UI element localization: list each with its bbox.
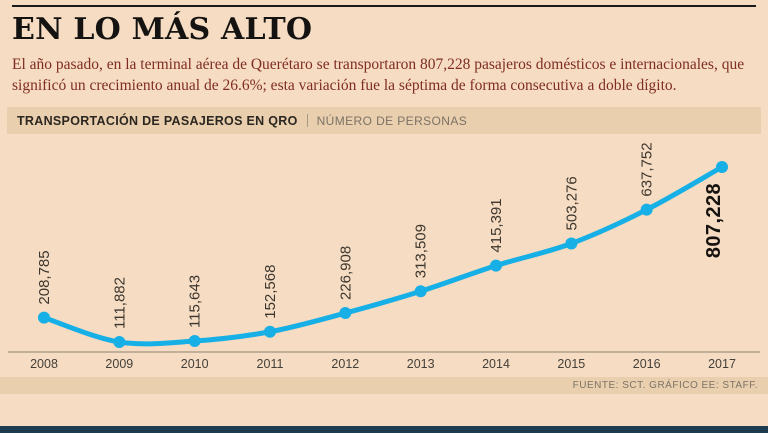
year-label: 2010 (181, 357, 209, 371)
trend-line (41, 164, 725, 347)
year-label: 2015 (557, 357, 585, 371)
data-point (490, 259, 502, 272)
data-point (640, 203, 653, 216)
intro-text: El año pasado, en la terminal aérea de Q… (12, 56, 745, 94)
value-label: 807,228 (703, 183, 725, 258)
value-label: 115,643 (187, 275, 204, 328)
data-point (38, 311, 50, 324)
top-rule-divider (12, 5, 756, 7)
year-label: 2008 (30, 357, 58, 371)
source-credit: FUENTE: SCT. GRÁFICO EE: STAFF. (572, 380, 758, 391)
data-point (188, 335, 201, 348)
year-label: 2016 (633, 357, 661, 371)
passenger-line-chart: 208,785 111,882 115,643 152,568 226,908 313,5… (0, 137, 768, 375)
year-label: 2014 (482, 357, 510, 371)
value-label: 503,276 (563, 176, 580, 230)
value-label: 226,908 (337, 246, 354, 300)
value-label: 637,752 (639, 142, 656, 196)
data-point (264, 325, 276, 338)
data-point (414, 285, 427, 298)
chart-canvas: 208,785 111,882 115,643 152,568 226,908 313,5… (8, 142, 760, 371)
year-label: 2012 (331, 357, 359, 371)
data-point (113, 336, 126, 348)
source-band: FUENTE: SCT. GRÁFICO EE: STAFF. (0, 377, 768, 394)
value-label: 208,785 (36, 250, 53, 304)
chart-header-band: TRANSPORTACIÓN DE PASAJEROS EN QRO NÚMER… (7, 107, 761, 134)
data-point (339, 307, 352, 320)
chart-subtitle: NÚMERO DE PERSONAS (316, 113, 468, 128)
value-label: 111,882 (111, 277, 128, 329)
year-label: 2013 (407, 357, 435, 371)
bottom-accent-bar (0, 426, 768, 433)
value-label: 152,568 (262, 265, 279, 319)
year-label: 2017 (708, 357, 736, 371)
chart-title: TRANSPORTACIÓN DE PASAJEROS EN QRO (17, 113, 298, 128)
data-point (565, 237, 578, 250)
chart-header-divider (306, 114, 308, 127)
value-label: 415,391 (488, 198, 505, 252)
page-title: EN LO MÁS ALTO (12, 12, 313, 47)
year-label: 2011 (257, 357, 284, 371)
value-label: 313,509 (413, 224, 430, 278)
data-point (716, 161, 728, 173)
year-label: 2009 (105, 357, 133, 371)
